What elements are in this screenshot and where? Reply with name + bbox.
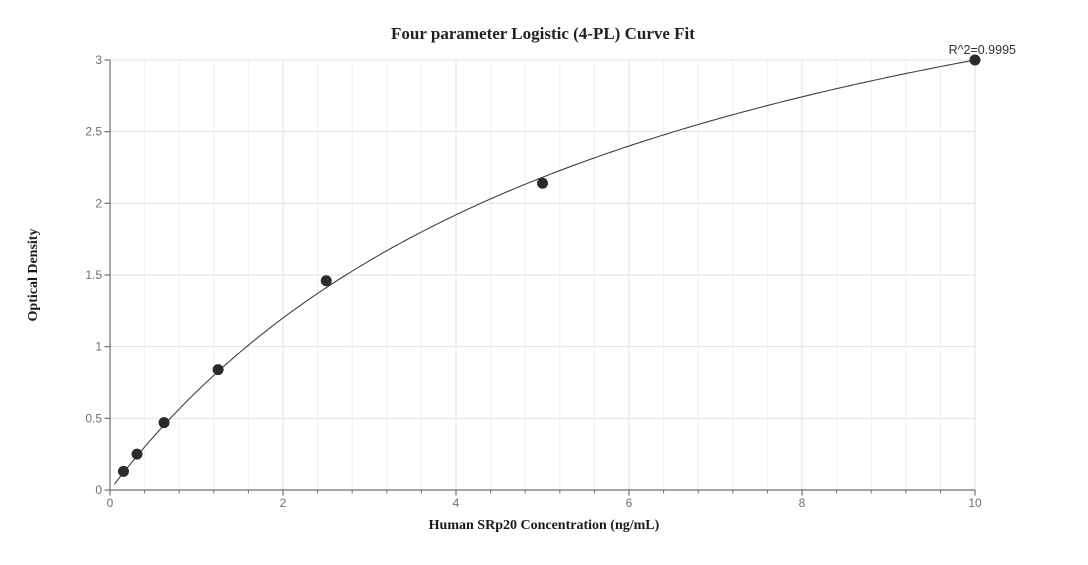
data-point — [158, 417, 170, 429]
fit-curve-path — [113, 59, 976, 485]
y-tick-label: 2.5 — [85, 125, 102, 139]
chart-title: Four parameter Logistic (4-PL) Curve Fit — [391, 24, 695, 43]
x-tick-label: 10 — [968, 496, 982, 510]
y-tick-label: 1.5 — [85, 268, 102, 282]
tick-marks — [104, 59, 976, 496]
y-tick-label: 0 — [95, 483, 102, 497]
fit-curve — [113, 59, 976, 485]
data-point — [537, 177, 548, 189]
tick-labels: 0 2 4 6 8 10 0 0.5 1 1.5 2 2.5 3 — [85, 53, 982, 510]
x-axis-label: Human SRp20 Concentration (ng/mL) — [429, 518, 660, 533]
data-points — [117, 54, 981, 477]
x-tick-label: 4 — [453, 496, 460, 510]
data-point — [131, 448, 143, 460]
data-point — [117, 465, 129, 477]
y-tick-label: 3 — [95, 53, 102, 67]
y-axis-label: Optical Density — [26, 229, 41, 322]
grid-lines — [110, 59, 976, 490]
y-tick-label: 0.5 — [85, 411, 102, 425]
x-tick-label: 8 — [799, 496, 806, 510]
x-tick-label: 6 — [626, 496, 633, 510]
y-tick-label: 2 — [95, 196, 102, 210]
x-tick-label: 0 — [107, 496, 114, 510]
x-tick-label: 2 — [280, 496, 287, 510]
data-point — [969, 54, 981, 66]
y-tick-label: 1 — [95, 340, 102, 354]
data-point — [320, 275, 332, 287]
r-squared-annotation: R^2=0.9995 — [949, 43, 1016, 57]
data-point — [212, 364, 224, 376]
